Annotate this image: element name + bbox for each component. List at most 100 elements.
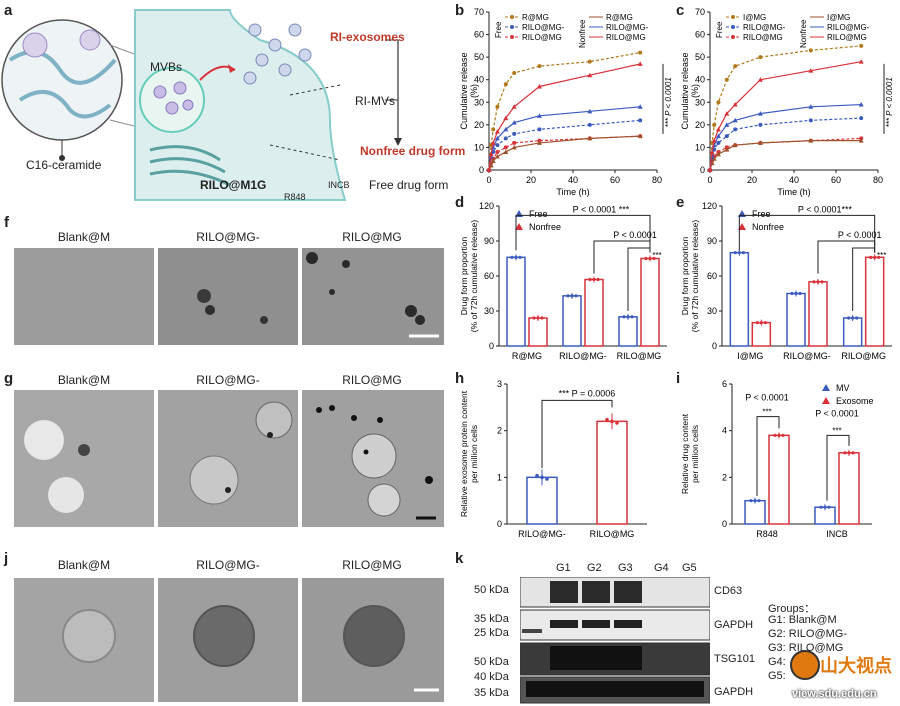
data-point	[491, 127, 496, 132]
data-point	[488, 151, 494, 157]
data-point	[757, 140, 763, 145]
significance-annotation: P < 0.0001	[613, 230, 657, 240]
data-point	[587, 122, 592, 127]
panel-label-a: a	[4, 2, 13, 19]
replicate-point	[877, 255, 881, 259]
bar-free	[618, 316, 638, 347]
significance-bracket	[738, 214, 876, 253]
y-tick-label: 0	[497, 519, 502, 529]
group-g5: G5:	[768, 670, 786, 682]
replicate-point	[615, 421, 619, 425]
marker-40: 40 kDa	[474, 671, 509, 683]
incb-label: INCB	[328, 180, 350, 190]
significance-annotation: ***	[832, 426, 841, 435]
data-point	[637, 61, 643, 66]
chart-b-cumulative-release: 0 10 20 30 40 50 60 70 Cumulative release (%) 0 20 4…	[459, 7, 673, 197]
replicate-point	[819, 505, 823, 509]
legend-marker	[731, 15, 735, 19]
data-point	[758, 122, 763, 127]
y-axis-label: (% of 72h cumulative release)	[690, 220, 700, 333]
x-axis-label: Time (h)	[556, 187, 589, 197]
data-point	[732, 117, 738, 123]
replicate-point	[798, 291, 802, 296]
bar-free	[562, 295, 582, 347]
data-point	[490, 140, 496, 145]
significance-annotation: *** P = 0.0006	[559, 388, 616, 398]
replicate-point	[574, 294, 578, 298]
protein-gapdh-1: GAPDH	[714, 619, 754, 631]
y-axis-label: (%)	[469, 84, 479, 98]
y-axis-label: (% of 72h cumulative release)	[469, 220, 479, 333]
data-point	[503, 136, 508, 141]
data-point	[808, 138, 814, 143]
panel-label-g: g	[4, 370, 14, 387]
data-point	[503, 115, 509, 121]
group-g1: G1: Blank@M	[768, 614, 837, 626]
legend-entry: RILO@MG-	[606, 23, 649, 32]
r848-label: R848	[284, 192, 306, 202]
data-point	[511, 144, 517, 150]
free-drug-form-label: Free drug form	[369, 178, 449, 192]
data-point	[715, 133, 721, 139]
x-tick-label: RILO@MG-	[559, 351, 607, 361]
g-title-1: Blank@M	[57, 373, 111, 387]
data-point	[587, 135, 593, 141]
data-point	[808, 48, 813, 53]
legend-entry: R@MG	[522, 13, 549, 22]
data-point	[494, 135, 500, 141]
y-tick-label: 20	[695, 120, 705, 130]
data-point	[858, 102, 864, 107]
significance-annotation: P < 0.0001 ***	[573, 204, 630, 214]
significance-annotation: ***	[877, 251, 886, 260]
replicate-point	[570, 294, 574, 298]
lane-g2: G2	[587, 562, 602, 574]
bar-nonfree	[864, 256, 885, 347]
c16-ceramide-label: C16-ceramide	[26, 158, 102, 172]
j-title-3: RILO@MG	[342, 558, 402, 572]
data-point	[724, 122, 730, 127]
replicate-point	[763, 321, 767, 325]
replicate-point	[753, 499, 757, 503]
replicate-point	[812, 280, 816, 284]
marker-35-b: 35 kDa	[474, 687, 509, 699]
legend-entry: RILO@MG-	[827, 23, 870, 32]
data-point	[858, 59, 864, 64]
replicate-point	[733, 251, 737, 255]
legend-marker	[510, 35, 514, 39]
legend-marker	[510, 25, 514, 29]
data-point	[732, 142, 738, 148]
legend-marker	[510, 15, 514, 19]
y-tick-label: 20	[474, 120, 484, 130]
mvb	[139, 67, 205, 133]
data-point	[537, 127, 542, 132]
series-line-free-rilomg	[709, 117, 862, 171]
legend-entry: I@MG	[743, 13, 766, 22]
series-line-free-rmg	[488, 52, 641, 171]
bar-nonfree	[528, 317, 548, 347]
x-tick-label: 60	[610, 175, 620, 185]
replicate-point	[596, 277, 600, 282]
data-point	[715, 126, 721, 132]
data-point	[757, 77, 763, 82]
replicate-point	[737, 251, 741, 255]
panel-label-h: h	[455, 370, 465, 387]
replicate-point	[535, 473, 539, 478]
chart-d-drug-form: 0 30 60 90 120 Drug form proportion (% of 72h …	[459, 201, 667, 361]
x-tick-label: 60	[831, 175, 841, 185]
data-point	[711, 138, 717, 143]
replicate-point	[514, 255, 518, 259]
protein-cd63: CD63	[714, 585, 743, 597]
x-tick-label: RILO@MG	[590, 529, 635, 539]
schematic-illustration	[1, 9, 402, 201]
ri-mvs-label: RI-MVs	[355, 94, 395, 108]
panel-label-i: i	[676, 370, 681, 387]
x-axis-label: Time (h)	[777, 187, 810, 197]
y-axis-label: (%)	[690, 84, 700, 98]
legend-entry: RILO@MG-	[743, 23, 786, 32]
legend-marker	[515, 223, 523, 230]
y-axis-label: Drug form proportion	[459, 237, 469, 316]
series-line-free-rilomg	[488, 119, 641, 171]
x-tick-label: R@MG	[512, 351, 542, 361]
panel-label-j: j	[4, 550, 9, 567]
y-tick-label: 10	[695, 142, 705, 152]
